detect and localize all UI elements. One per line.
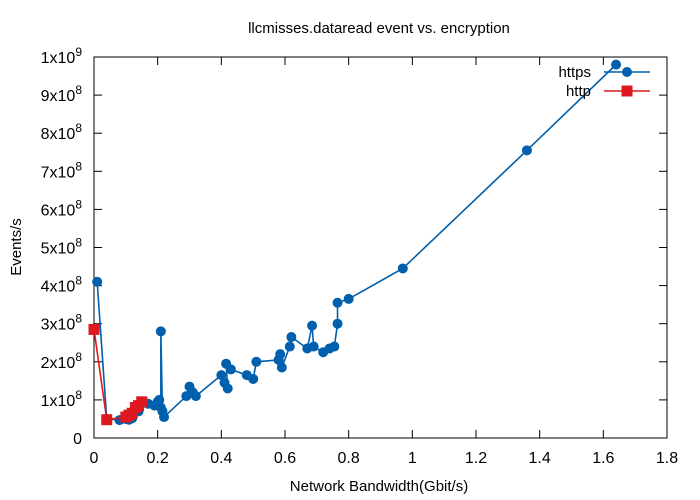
x-tick-label: 0.8	[338, 450, 360, 467]
x-axis-label: Network Bandwidth(Gbit/s)	[290, 478, 468, 495]
y-tick-label: 1x108	[41, 388, 83, 410]
data-point	[521, 145, 532, 156]
data-point	[308, 341, 319, 352]
legend-marker	[622, 67, 632, 77]
data-point	[286, 332, 297, 343]
x-tick-label: 1	[408, 450, 417, 467]
y-tick-label: 2x108	[41, 350, 83, 372]
data-point	[343, 293, 354, 304]
y-tick-label: 4x108	[41, 274, 83, 296]
x-tick-label: 1.4	[529, 450, 551, 467]
x-axis-ticks: 0 0.2 0.4 0.6 0.8 1 1.2 1.4 1.6 1.8	[90, 57, 678, 467]
series-http	[88, 323, 148, 426]
x-tick-label: 0.4	[210, 450, 232, 467]
y-tick-label: 8x108	[41, 121, 83, 143]
x-tick-label: 0.2	[147, 450, 169, 467]
y-axis-label: Events/s	[8, 218, 25, 276]
legend-marker	[621, 85, 633, 97]
data-point	[251, 356, 262, 367]
data-point	[275, 349, 286, 360]
x-tick-label: 0	[90, 450, 99, 467]
data-point	[159, 412, 170, 423]
data-point	[307, 320, 318, 331]
data-point	[222, 383, 233, 394]
y-tick-label: 0	[73, 431, 82, 448]
series-https	[92, 59, 622, 426]
data-point	[101, 414, 113, 426]
data-point	[216, 370, 227, 381]
y-axis-ticks: 0 1x108 2x108 3x108 4x108 5x108 6x108 7x108 8x10…	[41, 45, 667, 448]
data-point	[332, 297, 343, 308]
y-tick-label: 3x108	[41, 312, 83, 334]
y-tick-label: 7x108	[41, 159, 83, 181]
legend-label: http	[566, 83, 591, 100]
x-tick-label: 1.6	[592, 450, 614, 467]
x-tick-label: 1.8	[656, 450, 678, 467]
y-tick-label: 6x108	[41, 197, 83, 219]
plot-border	[93, 56, 668, 439]
y-tick-label: 9x108	[41, 83, 83, 105]
data-point	[154, 394, 165, 405]
data-point	[88, 323, 100, 335]
data-point	[329, 341, 340, 352]
data-point	[248, 373, 259, 384]
x-tick-label: 0.6	[274, 450, 296, 467]
y-tick-label: 5x108	[41, 236, 83, 258]
data-point	[126, 407, 138, 419]
data-point	[190, 391, 201, 402]
x-tick-label: 1.2	[465, 450, 487, 467]
series-layer	[88, 59, 622, 426]
data-point	[92, 276, 103, 287]
series-line	[96, 64, 617, 421]
plot-frame	[93, 56, 668, 439]
data-point	[397, 263, 408, 274]
chart-title: llcmisses.dataread event vs. encryption	[248, 20, 510, 37]
data-point	[155, 326, 166, 337]
data-point	[284, 341, 295, 352]
legend: https http	[558, 64, 650, 100]
data-point	[332, 318, 343, 329]
legend-label: https	[558, 64, 591, 81]
y-tick-label: 1x109	[41, 45, 83, 67]
data-point	[225, 364, 236, 375]
data-point	[136, 396, 148, 408]
data-point	[276, 362, 287, 373]
data-point	[611, 59, 622, 70]
